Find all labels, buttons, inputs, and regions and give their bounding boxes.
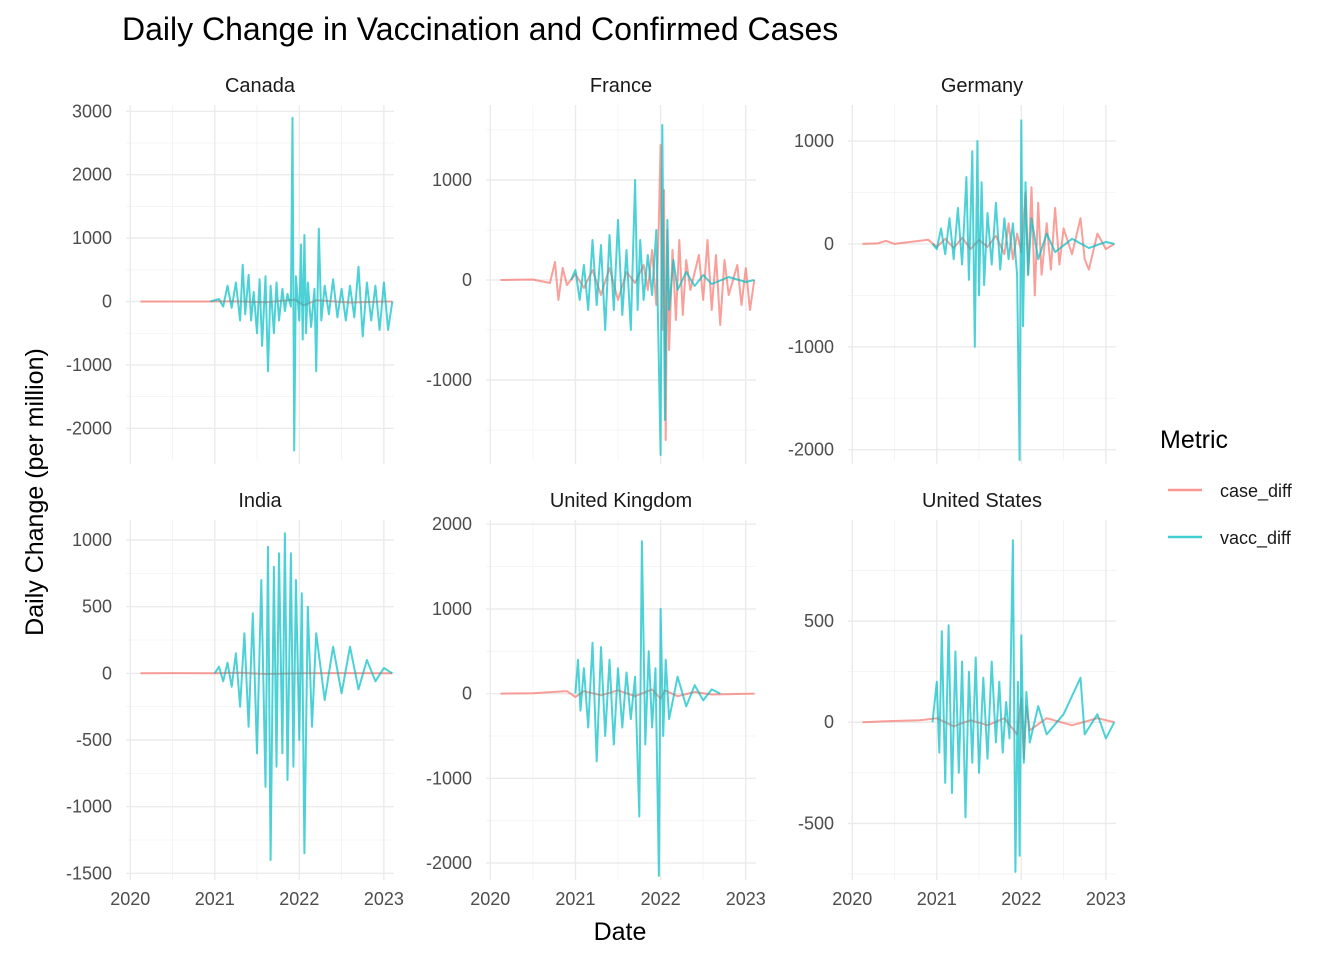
x-tick-label: 2023 (364, 889, 404, 909)
panel-title: Germany (941, 75, 1023, 97)
y-tick-label: 0 (824, 234, 834, 254)
x-tick-label: 2022 (1001, 889, 1041, 909)
facet-panels: Canada -2000 -1000 0 1000 2000 3000 France -1000… (66, 75, 1126, 909)
x-tick-label: 2023 (726, 889, 766, 909)
legend-title: Metric (1160, 426, 1228, 454)
panel-canada: Canada -2000 -1000 0 1000 2000 3000 (66, 75, 394, 464)
y-tick-label: 1000 (432, 170, 472, 190)
y-tick-label: 500 (804, 611, 834, 631)
y-tick-label: 500 (82, 597, 112, 617)
x-tick-label: 2023 (1086, 889, 1126, 909)
y-tick-label: -2000 (426, 853, 472, 873)
x-tick-label: 2020 (832, 889, 872, 909)
x-tick-label: 2021 (555, 889, 595, 909)
series-line-case-diff (500, 144, 756, 441)
panel-title: Canada (225, 75, 296, 97)
y-tick-label: -1000 (426, 768, 472, 788)
panel-title: France (590, 75, 652, 97)
series-line-vacc-diff (574, 540, 721, 877)
y-tick-label: 0 (102, 663, 112, 683)
panel-india: India 2020 2021 2022 2023 -1500 -1000 -500 0 500 1… (66, 490, 404, 909)
y-tick-label: -500 (798, 813, 834, 833)
legend: Metric case_diff vacc_diff (1160, 426, 1293, 549)
y-tick-label: -1500 (66, 863, 112, 883)
y-tick-label: -1000 (426, 370, 472, 390)
panel-title: India (238, 490, 282, 512)
x-tick-label: 2021 (195, 889, 235, 909)
x-tick-label: 2021 (917, 889, 957, 909)
y-tick-label: 1000 (72, 228, 112, 248)
y-tick-label: 0 (462, 684, 472, 704)
x-tick-label: 2020 (110, 889, 150, 909)
x-tick-label: 2022 (641, 889, 681, 909)
series-line-case-diff (140, 671, 393, 675)
panel-france: France -1000 0 1000 (426, 75, 756, 464)
series-line-vacc-diff (210, 116, 394, 452)
y-tick-label: 0 (462, 270, 472, 290)
y-tick-label: 1000 (432, 599, 472, 619)
y-tick-label: 0 (102, 292, 112, 312)
legend-label-vacc-diff: vacc_diff (1220, 528, 1292, 549)
panel-title: United States (922, 490, 1042, 512)
panel-germany: Germany -2000 -1000 0 1000 (788, 75, 1116, 464)
series-line-vacc-diff (570, 124, 755, 456)
y-tick-label: -1000 (66, 355, 112, 375)
x-tick-label: 2022 (279, 889, 319, 909)
y-tick-label: 1000 (794, 131, 834, 151)
panel-title: United Kingdom (550, 490, 692, 512)
series-line-vacc-diff (931, 539, 1116, 873)
y-tick-label: -1000 (788, 337, 834, 357)
series-line-vacc-diff (213, 532, 393, 861)
y-tick-label: 0 (824, 712, 834, 732)
x-axis-title: Date (594, 918, 647, 946)
y-tick-label: 3000 (72, 101, 112, 121)
y-tick-label: -1000 (66, 797, 112, 817)
series-line-vacc-diff (931, 119, 1115, 461)
y-tick-label: -2000 (788, 440, 834, 460)
x-tick-label: 2020 (470, 889, 510, 909)
chart-title: Daily Change in Vaccination and Confirme… (122, 11, 838, 47)
y-tick-label: 2000 (72, 165, 112, 185)
panel-united-kingdom: United Kingdom 2020 2021 2022 2023 -2000 -1000… (426, 490, 766, 909)
y-tick-label: 2000 (432, 514, 472, 534)
y-tick-label: -2000 (66, 418, 112, 438)
y-tick-label: -500 (76, 730, 112, 750)
legend-label-case-diff: case_diff (1220, 481, 1293, 502)
y-tick-label: 1000 (72, 530, 112, 550)
y-axis-title: Daily Change (per million) (21, 348, 49, 636)
panel-united-states: United States 2020 2021 2022 2023 -500 0 500 (798, 490, 1126, 909)
